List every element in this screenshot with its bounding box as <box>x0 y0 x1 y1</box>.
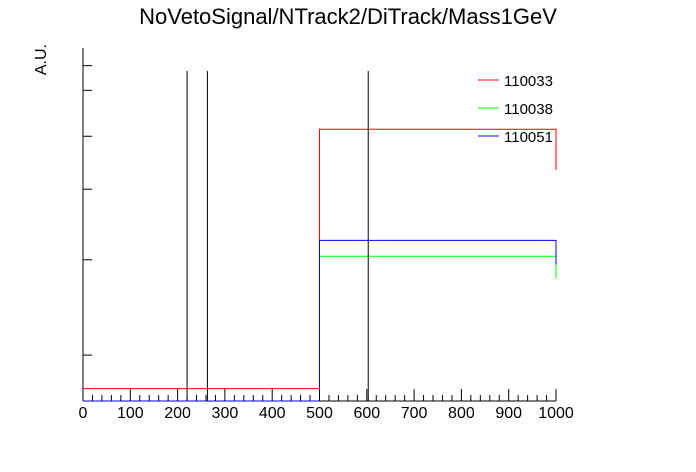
x-tick-label: 200 <box>164 405 191 422</box>
legend: 110033 110038 110051 <box>478 73 553 146</box>
x-tick-label: 100 <box>117 405 144 422</box>
x-tick-label: 400 <box>259 405 286 422</box>
axis-ticks-layer: 0 100 200 300 400 500 600 700 800 900 1000 <box>79 65 574 422</box>
y-axis-label: A.U. <box>33 44 50 75</box>
legend-label-110038: 110038 <box>504 101 553 118</box>
x-tick-label: 300 <box>212 405 239 422</box>
x-tick-label: 700 <box>401 405 428 422</box>
series-110033-step-line <box>83 128 557 390</box>
legend-label-110051: 110051 <box>504 129 553 146</box>
vertical-lines-layer <box>186 70 369 401</box>
x-tick-label: 0 <box>79 405 88 422</box>
x-tick-label: 900 <box>495 405 522 422</box>
x-tick-label: 500 <box>306 405 333 422</box>
series-layer <box>83 128 557 402</box>
chart-title: NoVetoSignal/NTrack2/DiTrack/Mass1GeV <box>139 4 557 29</box>
series-110051-step-line <box>83 239 557 402</box>
x-tick-label: 600 <box>353 405 380 422</box>
legend-label-110033: 110033 <box>504 73 553 90</box>
x-tick-label: 1000 <box>538 405 574 422</box>
x-tick-label: 800 <box>448 405 475 422</box>
